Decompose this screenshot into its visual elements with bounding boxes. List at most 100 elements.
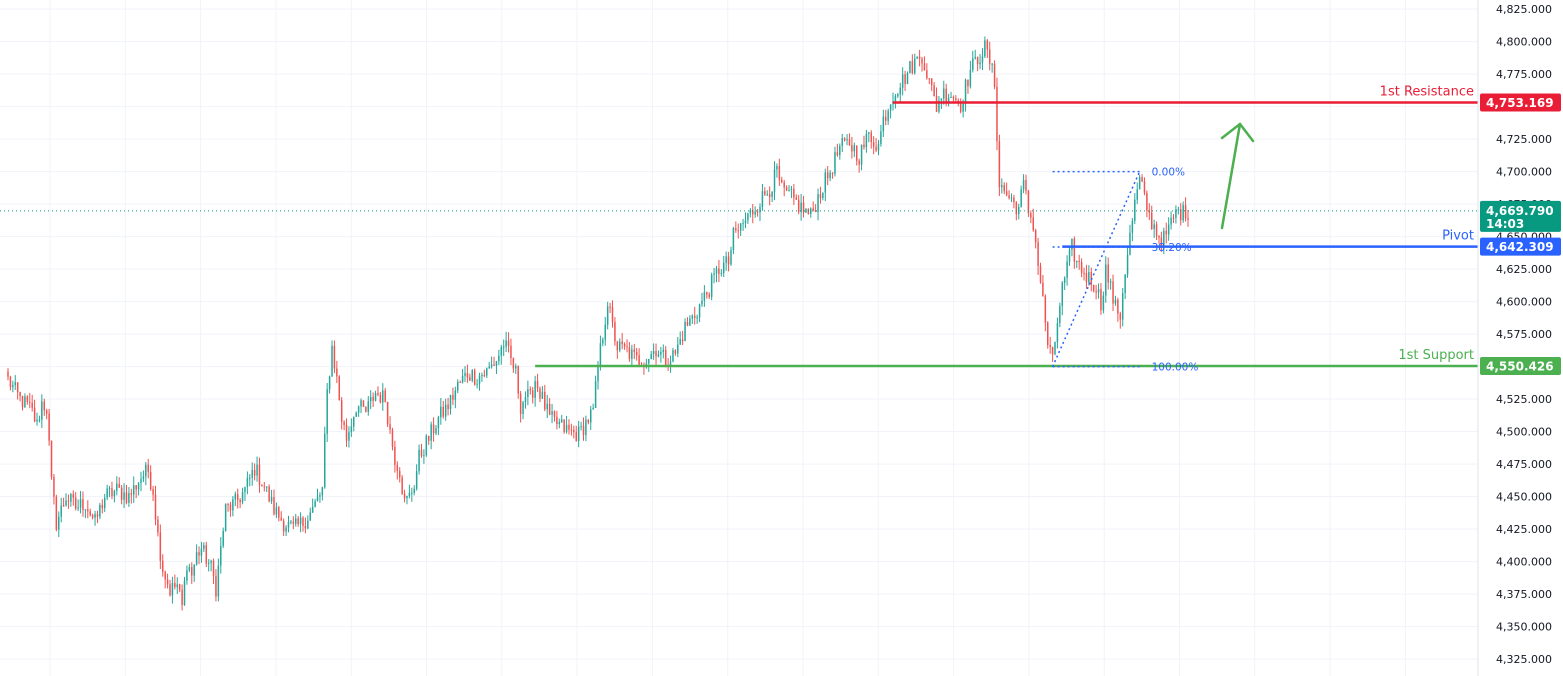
- candle-body: [614, 322, 616, 342]
- candle: [275, 502, 278, 518]
- candle: [669, 355, 672, 373]
- candle-body: [338, 376, 341, 401]
- candle-body: [265, 486, 268, 488]
- candle: [655, 343, 657, 365]
- candle-body: [26, 396, 29, 402]
- price-tick-label: 4,350.000: [1496, 621, 1552, 634]
- candle: [1134, 193, 1136, 225]
- candle-body: [834, 152, 836, 174]
- candle-body: [880, 131, 882, 144]
- candle: [285, 525, 287, 537]
- candle-body: [447, 404, 449, 410]
- candle: [718, 259, 720, 283]
- candle: [425, 434, 428, 457]
- fib-trendline[interactable]: [1051, 171, 1141, 367]
- candle-body: [1143, 181, 1146, 193]
- candle: [307, 515, 309, 530]
- candle-body: [478, 375, 481, 384]
- candle-body: [403, 493, 406, 499]
- candle-body: [326, 389, 328, 434]
- candle: [831, 172, 834, 179]
- candle-body: [626, 346, 628, 348]
- candle: [749, 208, 752, 218]
- candle-body: [420, 449, 423, 457]
- candle: [517, 365, 519, 399]
- candle: [53, 473, 55, 505]
- candle: [106, 484, 108, 501]
- candle-body: [287, 522, 290, 528]
- candle-body: [563, 419, 565, 432]
- candle: [715, 265, 718, 283]
- candle-body: [498, 355, 500, 362]
- candle-body: [418, 449, 420, 472]
- candle: [872, 136, 875, 155]
- candle-body: [904, 74, 906, 84]
- candle: [599, 335, 602, 371]
- candle-body: [872, 142, 875, 147]
- candle-body: [1017, 206, 1020, 214]
- candle-body: [191, 567, 193, 576]
- fibonacci-retracement[interactable]: 0.00% 38.20% 100.00%: [1051, 167, 1199, 374]
- candle: [1163, 227, 1165, 254]
- candle-body: [585, 419, 587, 436]
- candle-body: [698, 304, 701, 318]
- candle: [253, 463, 256, 481]
- candle: [512, 357, 515, 373]
- candle: [679, 331, 681, 345]
- candle-body: [249, 477, 251, 479]
- candle-body: [650, 353, 652, 360]
- candle-body: [1020, 189, 1022, 207]
- candle: [1177, 206, 1180, 215]
- candle-body: [169, 584, 171, 596]
- candle: [58, 511, 60, 537]
- candle: [1051, 346, 1054, 362]
- candle: [9, 375, 12, 391]
- candle: [166, 573, 169, 589]
- candle: [350, 418, 353, 437]
- candle-body: [812, 208, 814, 211]
- price-tick-label: 4,700.000: [1496, 166, 1552, 179]
- price-tick-label: 4,400.000: [1496, 556, 1552, 569]
- candle-body: [1044, 296, 1047, 323]
- candle: [950, 91, 952, 99]
- candle-body: [178, 584, 181, 590]
- candle: [863, 135, 865, 150]
- candle-body: [544, 391, 546, 410]
- candle-body: [1030, 213, 1032, 218]
- candle-body: [280, 517, 282, 521]
- candle-body: [831, 172, 834, 174]
- candle-body: [604, 324, 607, 340]
- candle-body: [442, 406, 444, 417]
- candle-body: [319, 495, 321, 497]
- candle: [933, 81, 935, 97]
- candle-body: [1063, 277, 1066, 283]
- candle: [1114, 295, 1117, 306]
- candle-body: [814, 210, 817, 212]
- candle-body: [553, 411, 556, 417]
- candle-body: [1073, 238, 1076, 262]
- candle: [544, 384, 546, 412]
- candle: [664, 346, 667, 368]
- candle: [848, 133, 851, 146]
- candle: [391, 427, 394, 451]
- candle-body: [524, 397, 527, 403]
- candle-body: [810, 208, 812, 214]
- candle: [273, 489, 275, 516]
- candle-body: [1005, 191, 1008, 196]
- candle: [314, 498, 316, 508]
- candle: [31, 394, 33, 412]
- candle: [345, 418, 348, 447]
- candle-body: [256, 464, 258, 476]
- candle-body: [140, 478, 142, 484]
- candle: [249, 473, 251, 487]
- candle: [152, 485, 154, 501]
- candle-body: [181, 589, 183, 606]
- candle-body: [1054, 342, 1056, 355]
- candle: [1107, 257, 1109, 290]
- candle-body: [253, 470, 256, 476]
- level-price-tag-pivot: [1480, 237, 1561, 256]
- candle-body: [991, 63, 993, 65]
- candle-body: [128, 493, 130, 503]
